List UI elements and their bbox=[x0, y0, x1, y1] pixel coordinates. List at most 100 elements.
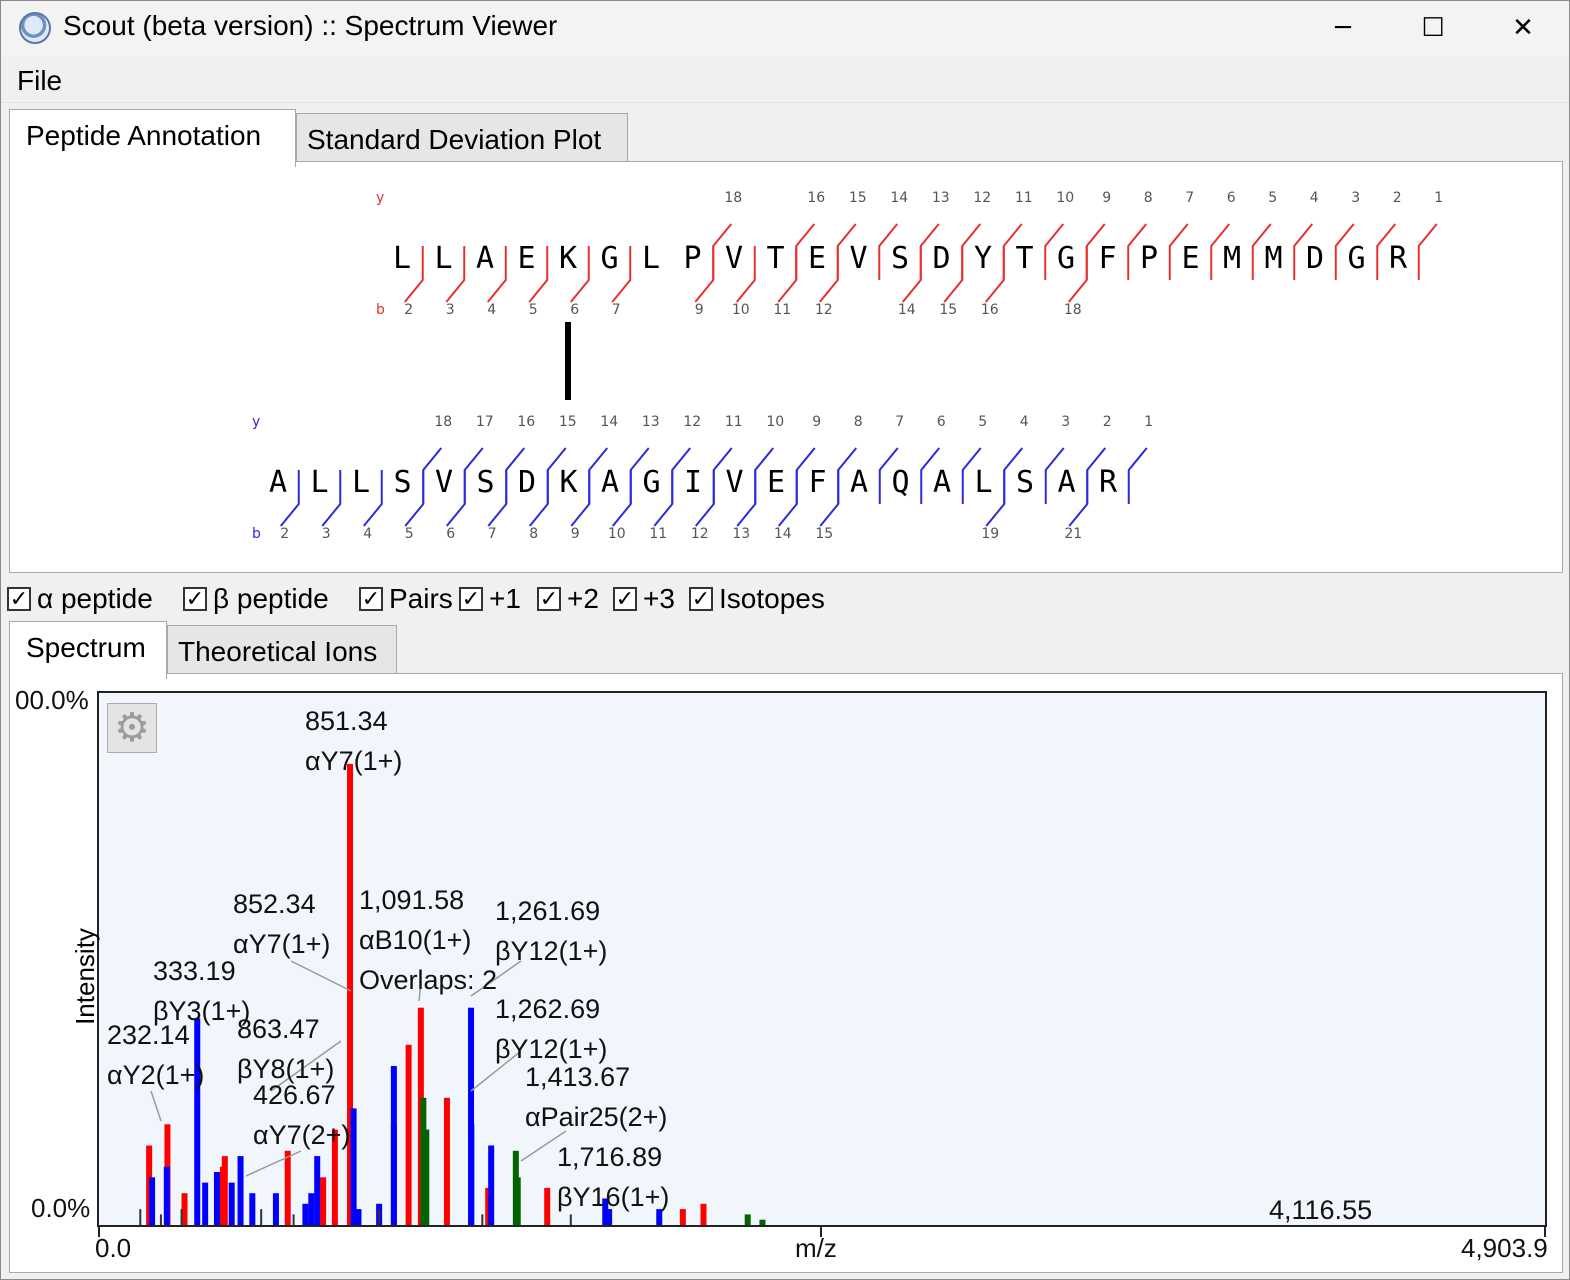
gear-icon[interactable]: ⚙ bbox=[107, 703, 157, 753]
maximize-button[interactable]: ☐ bbox=[1421, 13, 1445, 43]
beta-peak-bar[interactable] bbox=[468, 1007, 475, 1225]
peak-ion: βY16(1+) bbox=[557, 1182, 670, 1212]
beta-residue: V bbox=[725, 465, 743, 500]
beta-peak-bar[interactable] bbox=[390, 1066, 397, 1225]
beta-peak-bar[interactable] bbox=[163, 1166, 170, 1225]
beta-peak-bar[interactable] bbox=[488, 1145, 495, 1226]
tab-theoretical-ions[interactable]: Theoretical Ions bbox=[167, 625, 397, 675]
other-peak-bar[interactable] bbox=[292, 1214, 295, 1225]
beta-peak-bar[interactable] bbox=[272, 1193, 279, 1225]
isotopes-checkbox[interactable]: ✓ Isotopes bbox=[689, 583, 825, 615]
alpha-peak-bar[interactable] bbox=[679, 1209, 686, 1225]
beta-peak-bar[interactable] bbox=[228, 1182, 235, 1225]
alpha-residue: G bbox=[1347, 241, 1365, 276]
alpha-peak-bar[interactable] bbox=[331, 1129, 338, 1225]
isotopes-label: Isotopes bbox=[719, 583, 825, 614]
other-peak-bar[interactable] bbox=[180, 1209, 183, 1225]
check-icon: ✓ bbox=[459, 587, 483, 611]
beta-peak-bar[interactable] bbox=[355, 1209, 362, 1225]
alpha-peak-bar[interactable] bbox=[284, 1150, 291, 1225]
beta-peak-bar[interactable] bbox=[314, 1156, 321, 1225]
beta-peptide-checkbox[interactable]: ✓ β peptide bbox=[183, 583, 329, 615]
charge-1-checkbox[interactable]: ✓ +1 bbox=[459, 583, 521, 615]
other-peak-bar[interactable] bbox=[481, 1214, 484, 1225]
other-peak-bar[interactable] bbox=[569, 1214, 572, 1225]
beta-peak-bar[interactable] bbox=[237, 1156, 244, 1225]
pairs-peak-bar[interactable] bbox=[744, 1214, 751, 1225]
beta-peak-bar[interactable] bbox=[468, 1124, 475, 1225]
alpha-b-ion-number: 14 bbox=[898, 302, 916, 318]
tab-spectrum[interactable]: Spectrum bbox=[9, 621, 167, 679]
alpha-peak-bar[interactable] bbox=[443, 1097, 450, 1225]
tab-standard-deviation-plot[interactable]: Standard Deviation Plot bbox=[296, 113, 628, 163]
beta-peak-bar[interactable] bbox=[302, 1203, 309, 1225]
charge-2-checkbox[interactable]: ✓ +2 bbox=[537, 583, 599, 615]
other-peak-bar[interactable] bbox=[260, 1209, 263, 1225]
charge-3-checkbox[interactable]: ✓ +3 bbox=[613, 583, 675, 615]
beta-y-ion-number: 16 bbox=[517, 414, 535, 430]
pairs-checkbox[interactable]: ✓ Pairs bbox=[359, 583, 453, 615]
minimize-button[interactable]: ─ bbox=[1335, 13, 1351, 43]
alpha-peak-bar[interactable] bbox=[347, 763, 354, 1225]
beta-y-fragment-mark bbox=[1127, 447, 1148, 504]
pairs-label: Pairs bbox=[389, 583, 453, 614]
beta-peak-bar[interactable] bbox=[194, 1018, 201, 1225]
alpha-peak-bar[interactable] bbox=[544, 1187, 551, 1225]
pairs-peak-bar[interactable] bbox=[514, 1177, 521, 1225]
other-peak-bar[interactable] bbox=[139, 1209, 142, 1225]
alpha-residue: K bbox=[559, 241, 577, 276]
beta-peak-bar[interactable] bbox=[249, 1193, 256, 1225]
alpha-b-fragment-mark bbox=[611, 246, 632, 303]
beta-residue: K bbox=[559, 465, 577, 500]
alpha-b-ion-number: 9 bbox=[695, 302, 704, 318]
beta-y-ion-number: 18 bbox=[434, 414, 452, 430]
alpha-y-fragment-mark bbox=[1168, 223, 1189, 280]
beta-residue: V bbox=[435, 465, 453, 500]
peak-ion: αY7(1+) bbox=[233, 929, 331, 959]
beta-residue: F bbox=[808, 465, 826, 500]
beta-peak-bar[interactable] bbox=[350, 1108, 357, 1225]
beta-residue: L bbox=[310, 465, 328, 500]
beta-b-fragment-mark bbox=[985, 470, 1006, 527]
alpha-b-ion-number: 2 bbox=[404, 302, 413, 318]
alpha-peak-bar[interactable] bbox=[320, 1177, 327, 1225]
beta-peak-bar[interactable] bbox=[149, 1177, 156, 1225]
alpha-peak-bar[interactable] bbox=[700, 1203, 707, 1225]
beta-peak-bar[interactable] bbox=[308, 1193, 315, 1225]
pairs-peak-bar[interactable] bbox=[423, 1129, 430, 1225]
alpha-y-ion-number: 2 bbox=[1393, 190, 1402, 206]
beta-peak-bar[interactable] bbox=[202, 1182, 209, 1225]
beta-y-ion-number: 6 bbox=[937, 414, 946, 430]
pairs-peak-bar[interactable] bbox=[759, 1219, 766, 1225]
beta-b-ion-number: 2 bbox=[280, 526, 289, 542]
check-icon: ✓ bbox=[359, 587, 383, 611]
other-peak-bar[interactable] bbox=[159, 1214, 162, 1225]
alpha-peptide-checkbox[interactable]: ✓ α peptide bbox=[7, 583, 153, 615]
alpha-b-fragment-mark bbox=[445, 246, 466, 303]
beta-b-ion-number: 7 bbox=[488, 526, 497, 542]
peak-annotation: 1,091.58 αB10(1+) Overlaps: 2 bbox=[359, 880, 497, 1000]
alpha-peak-bar[interactable] bbox=[347, 1161, 354, 1225]
beta-peak-bar[interactable] bbox=[213, 1172, 220, 1225]
spectrum-plot-area[interactable] bbox=[97, 691, 1547, 1227]
peak-ion: αY2(1+) bbox=[107, 1060, 205, 1090]
peak-ion: βY12(1+) bbox=[495, 936, 608, 966]
beta-residue: A bbox=[601, 465, 619, 500]
beta-peak-bar[interactable] bbox=[656, 1209, 663, 1225]
app-globe-icon bbox=[19, 12, 51, 44]
annotation-leader-line bbox=[520, 1130, 567, 1162]
alpha-peak-bar[interactable] bbox=[181, 1193, 188, 1225]
other-peak-bar[interactable] bbox=[378, 1209, 381, 1225]
alpha-b-ion-number: 11 bbox=[773, 302, 791, 318]
peak-annotation: 1,716.89 βY16(1+) bbox=[557, 1137, 669, 1217]
alpha-peak-bar[interactable] bbox=[405, 1044, 412, 1225]
close-button[interactable]: ✕ bbox=[1512, 13, 1534, 43]
menu-file[interactable]: File bbox=[17, 65, 63, 96]
alpha-y-ion-number: 8 bbox=[1144, 190, 1153, 206]
beta-b-ion-number: 19 bbox=[981, 526, 999, 542]
beta-peak-bar[interactable] bbox=[606, 1209, 613, 1225]
tab-peptide-annotation[interactable]: Peptide Annotation bbox=[9, 109, 296, 167]
beta-peak-bar[interactable] bbox=[602, 1198, 609, 1226]
beta-residue: D bbox=[518, 465, 536, 500]
alpha-peak-bar[interactable] bbox=[221, 1156, 228, 1225]
